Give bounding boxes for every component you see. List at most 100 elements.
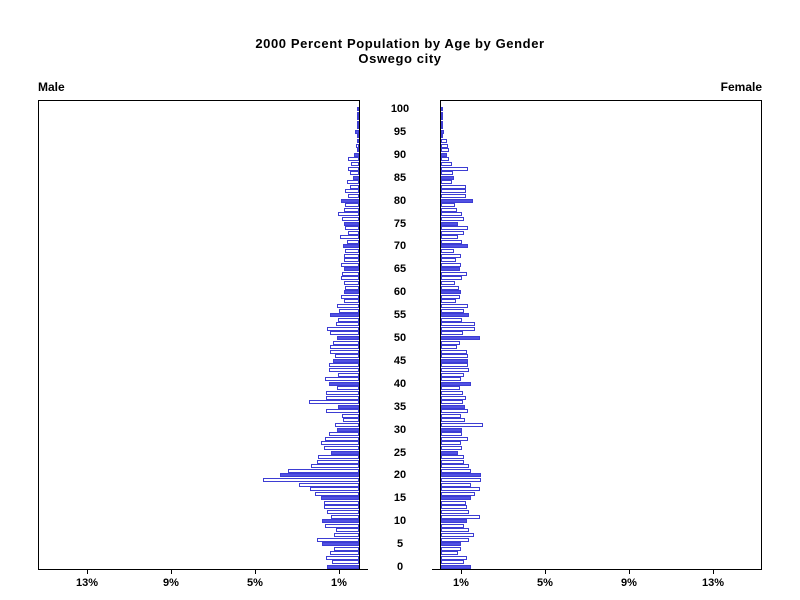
bar-male-age-93 (357, 139, 359, 144)
bar-female-age-6 (441, 537, 469, 542)
bar-male-age-26 (324, 445, 359, 450)
bar-female-age-59 (441, 294, 460, 299)
bar-male-age-34 (326, 409, 359, 414)
bar-female-age-94 (441, 134, 443, 139)
bar-female-age-33 (441, 413, 461, 418)
bar-female-age-1 (441, 560, 464, 565)
bar-male-age-41 (325, 377, 359, 382)
bar-male-age-70 (343, 244, 359, 249)
bar-female-age-58 (441, 299, 456, 304)
bar-male-age-24 (318, 455, 359, 460)
bar-male-age-68 (344, 253, 359, 258)
age-tick-label-25: 25 (393, 446, 407, 459)
bar-female-age-2 (441, 555, 467, 560)
bar-female-age-15 (441, 496, 471, 501)
bar-female-age-66 (441, 262, 461, 267)
bar-female-age-77 (441, 212, 462, 217)
axis-tick (629, 570, 630, 574)
bar-female-age-35 (441, 404, 465, 409)
bar-female-age-71 (441, 239, 462, 244)
age-tick-label-95: 95 (393, 125, 407, 138)
age-tick-label-45: 45 (393, 354, 407, 367)
bar-female-age-69 (441, 248, 454, 253)
bar-male-age-18 (299, 482, 359, 487)
bar-female-age-92 (441, 143, 448, 148)
bar-female-age-3 (441, 551, 458, 556)
bar-female-age-78 (441, 207, 457, 212)
bar-female-age-19 (441, 477, 481, 482)
bar-male-age-40 (329, 381, 359, 386)
bar-female-age-16 (441, 491, 475, 496)
bar-female-age-99 (441, 111, 443, 116)
bar-male-age-63 (341, 276, 359, 281)
bar-female-age-38 (441, 390, 463, 395)
bar-female-age-93 (441, 139, 447, 144)
bar-female-age-45 (441, 358, 468, 363)
bar-female-age-34 (441, 409, 468, 414)
bar-male-age-3 (330, 551, 359, 556)
age-tick-label-70: 70 (393, 240, 407, 253)
bar-female-age-51 (441, 331, 463, 336)
bar-female-age-72 (441, 235, 458, 240)
bar-male-age-7 (334, 532, 359, 537)
bar-female-age-49 (441, 340, 460, 345)
axis-tick (171, 570, 172, 574)
bar-male-age-28 (325, 436, 359, 441)
bar-male-age-14 (324, 500, 359, 505)
bar-male-age-61 (345, 285, 359, 290)
bar-male-age-38 (326, 390, 359, 395)
bar-female-age-24 (441, 455, 464, 460)
bar-male-age-31 (335, 423, 359, 428)
bar-male-age-2 (326, 555, 359, 560)
bar-female-age-65 (441, 267, 460, 272)
bar-female-age-85 (441, 175, 454, 180)
bar-male-age-96 (357, 125, 359, 130)
bar-female-age-84 (441, 180, 452, 185)
bar-male-age-95 (355, 129, 359, 134)
bar-male-age-27 (321, 441, 359, 446)
title-line-1: 2000 Percent Population by Age by Gender (255, 36, 545, 51)
percent-tick-label-1%: 1% (453, 577, 469, 589)
percent-tick-label-5%: 5% (247, 577, 263, 589)
bar-male-age-82 (345, 189, 359, 194)
bar-male-age-6 (317, 537, 359, 542)
bar-female-age-44 (441, 363, 468, 368)
bar-male-age-90 (354, 152, 359, 157)
axis-tick (461, 570, 462, 574)
bar-male-age-55 (330, 313, 359, 318)
bar-female-age-22 (441, 464, 469, 469)
bar-male-age-77 (338, 212, 359, 217)
bar-female-age-57 (441, 303, 468, 308)
bar-female-age-20 (441, 473, 481, 478)
bar-female-age-54 (441, 317, 462, 322)
bar-male-age-59 (341, 294, 359, 299)
bar-male-age-66 (341, 262, 359, 267)
bar-female-age-96 (441, 125, 443, 130)
bar-male-age-16 (315, 491, 359, 496)
age-tick-label-5: 5 (396, 538, 404, 551)
bar-male-age-44 (329, 363, 359, 368)
age-tick-label-60: 60 (393, 286, 407, 299)
bar-female-age-91 (441, 148, 449, 153)
bar-male-age-19 (263, 477, 359, 482)
bar-female-age-0 (441, 565, 471, 569)
bar-female-age-70 (441, 244, 468, 249)
bar-female-age-25 (441, 450, 458, 455)
bar-male-age-49 (333, 340, 359, 345)
bar-female-age-95 (441, 129, 444, 134)
percent-tick-label-13%: 13% (75, 577, 99, 589)
age-tick-label-10: 10 (393, 515, 407, 528)
bar-male-age-4 (334, 546, 359, 551)
bar-male-age-42 (338, 372, 359, 377)
bar-male-age-65 (344, 267, 359, 272)
bar-female-age-13 (441, 505, 467, 510)
bar-male-age-29 (329, 432, 359, 437)
bar-male-age-0 (327, 565, 359, 569)
bar-female-age-41 (441, 377, 461, 382)
bar-female-age-67 (441, 258, 456, 263)
bar-female-age-18 (441, 482, 471, 487)
bar-female-age-52 (441, 326, 475, 331)
bar-female-age-17 (441, 487, 480, 492)
bar-male-age-57 (337, 303, 359, 308)
